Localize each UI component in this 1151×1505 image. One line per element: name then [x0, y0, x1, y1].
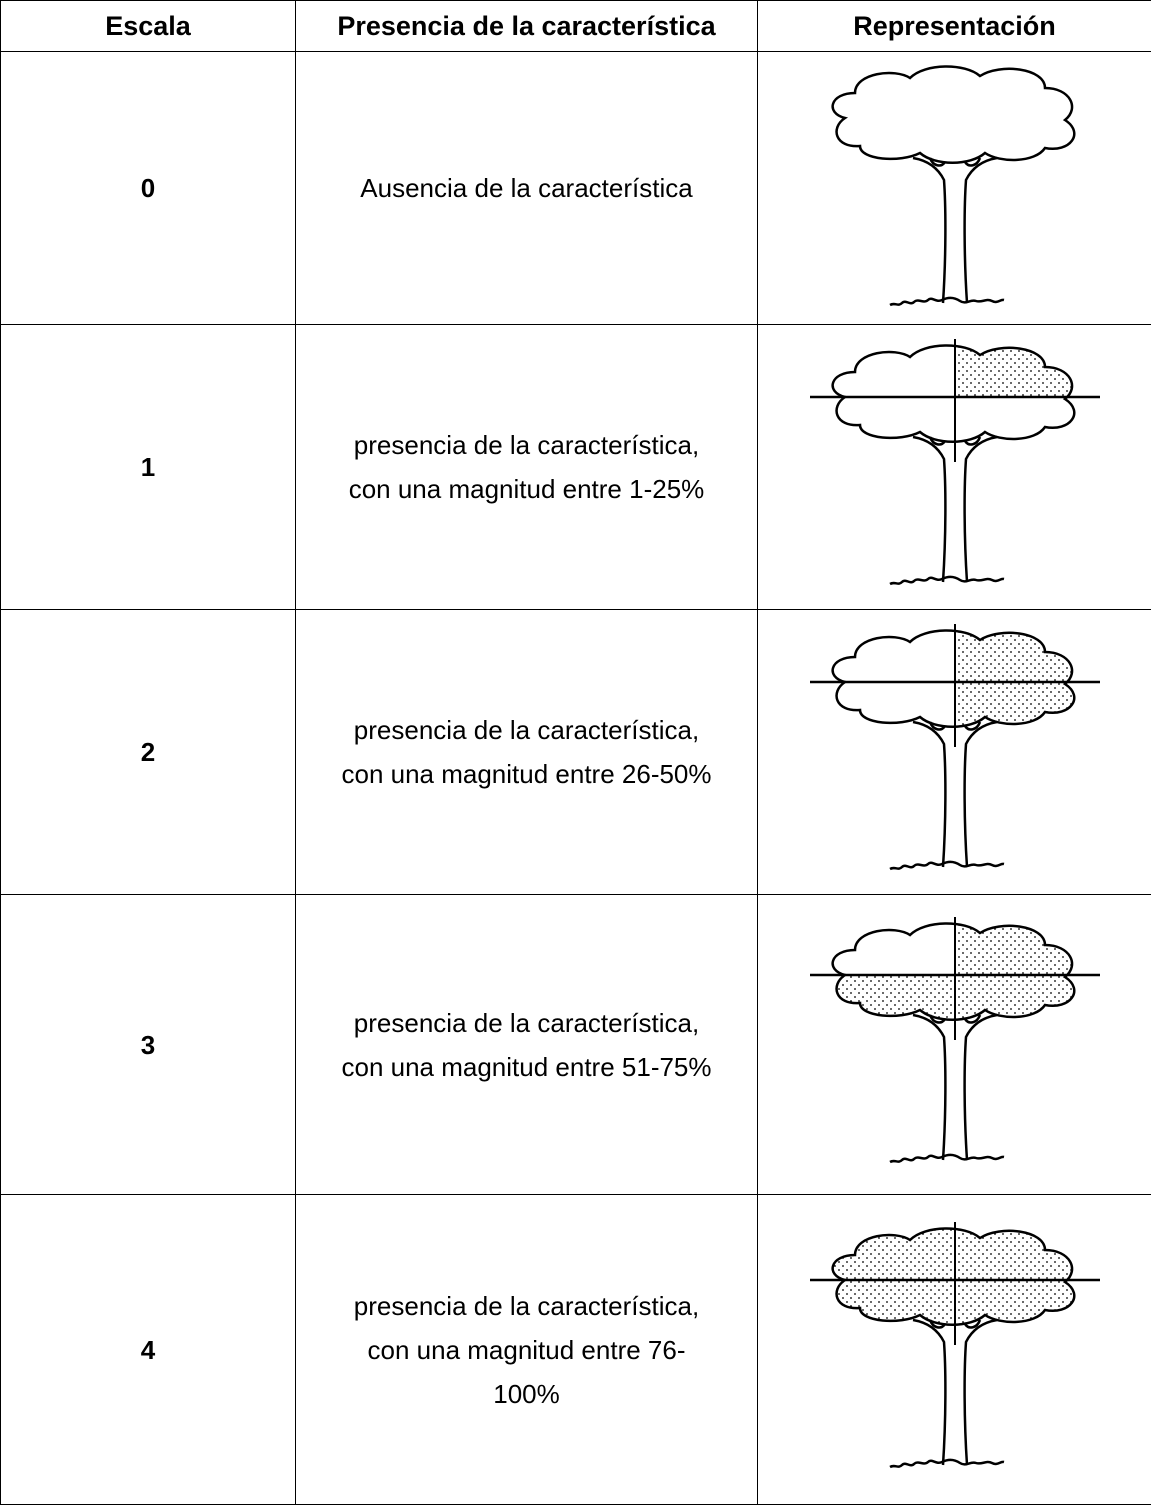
- row: 4 presencia de la característica, con un…: [1, 1195, 1151, 1505]
- description-cell: presencia de la característica, con una …: [296, 610, 758, 895]
- header-cell: Escala: [1, 1, 296, 52]
- description-cell: presencia de la característica, con una …: [296, 325, 758, 610]
- scale-cell: 3: [1, 895, 296, 1195]
- tree-icon: [805, 58, 1105, 318]
- tree-icon: [805, 337, 1105, 597]
- image-cell: [758, 610, 1151, 895]
- image-cell: [758, 1195, 1151, 1505]
- tree-icon: [805, 622, 1105, 882]
- image-cell: [758, 895, 1151, 1195]
- description-cell: Ausencia de la característica: [296, 52, 758, 325]
- image-cell: [758, 325, 1151, 610]
- scale-cell: 4: [1, 1195, 296, 1505]
- header-row: Escala Presencia de la característica Re…: [1, 1, 1151, 52]
- row: 0 Ausencia de la característica: [1, 52, 1151, 325]
- header-cell: Presencia de la característica: [296, 1, 758, 52]
- scale-cell: 0: [1, 52, 296, 325]
- row: 2 presencia de la característica, con un…: [1, 610, 1151, 895]
- row: 3 presencia de la característica, con un…: [1, 895, 1151, 1195]
- scale-cell: 2: [1, 610, 296, 895]
- tree-icon: [805, 1220, 1105, 1480]
- scale-cell: 1: [1, 325, 296, 610]
- image-cell: [758, 52, 1151, 325]
- description-cell: presencia de la característica, con una …: [296, 1195, 758, 1505]
- tree-icon: [805, 915, 1105, 1175]
- header-cell: Representación: [758, 1, 1151, 52]
- row: 1 presencia de la característica, con un…: [1, 325, 1151, 610]
- description-cell: presencia de la característica, con una …: [296, 895, 758, 1195]
